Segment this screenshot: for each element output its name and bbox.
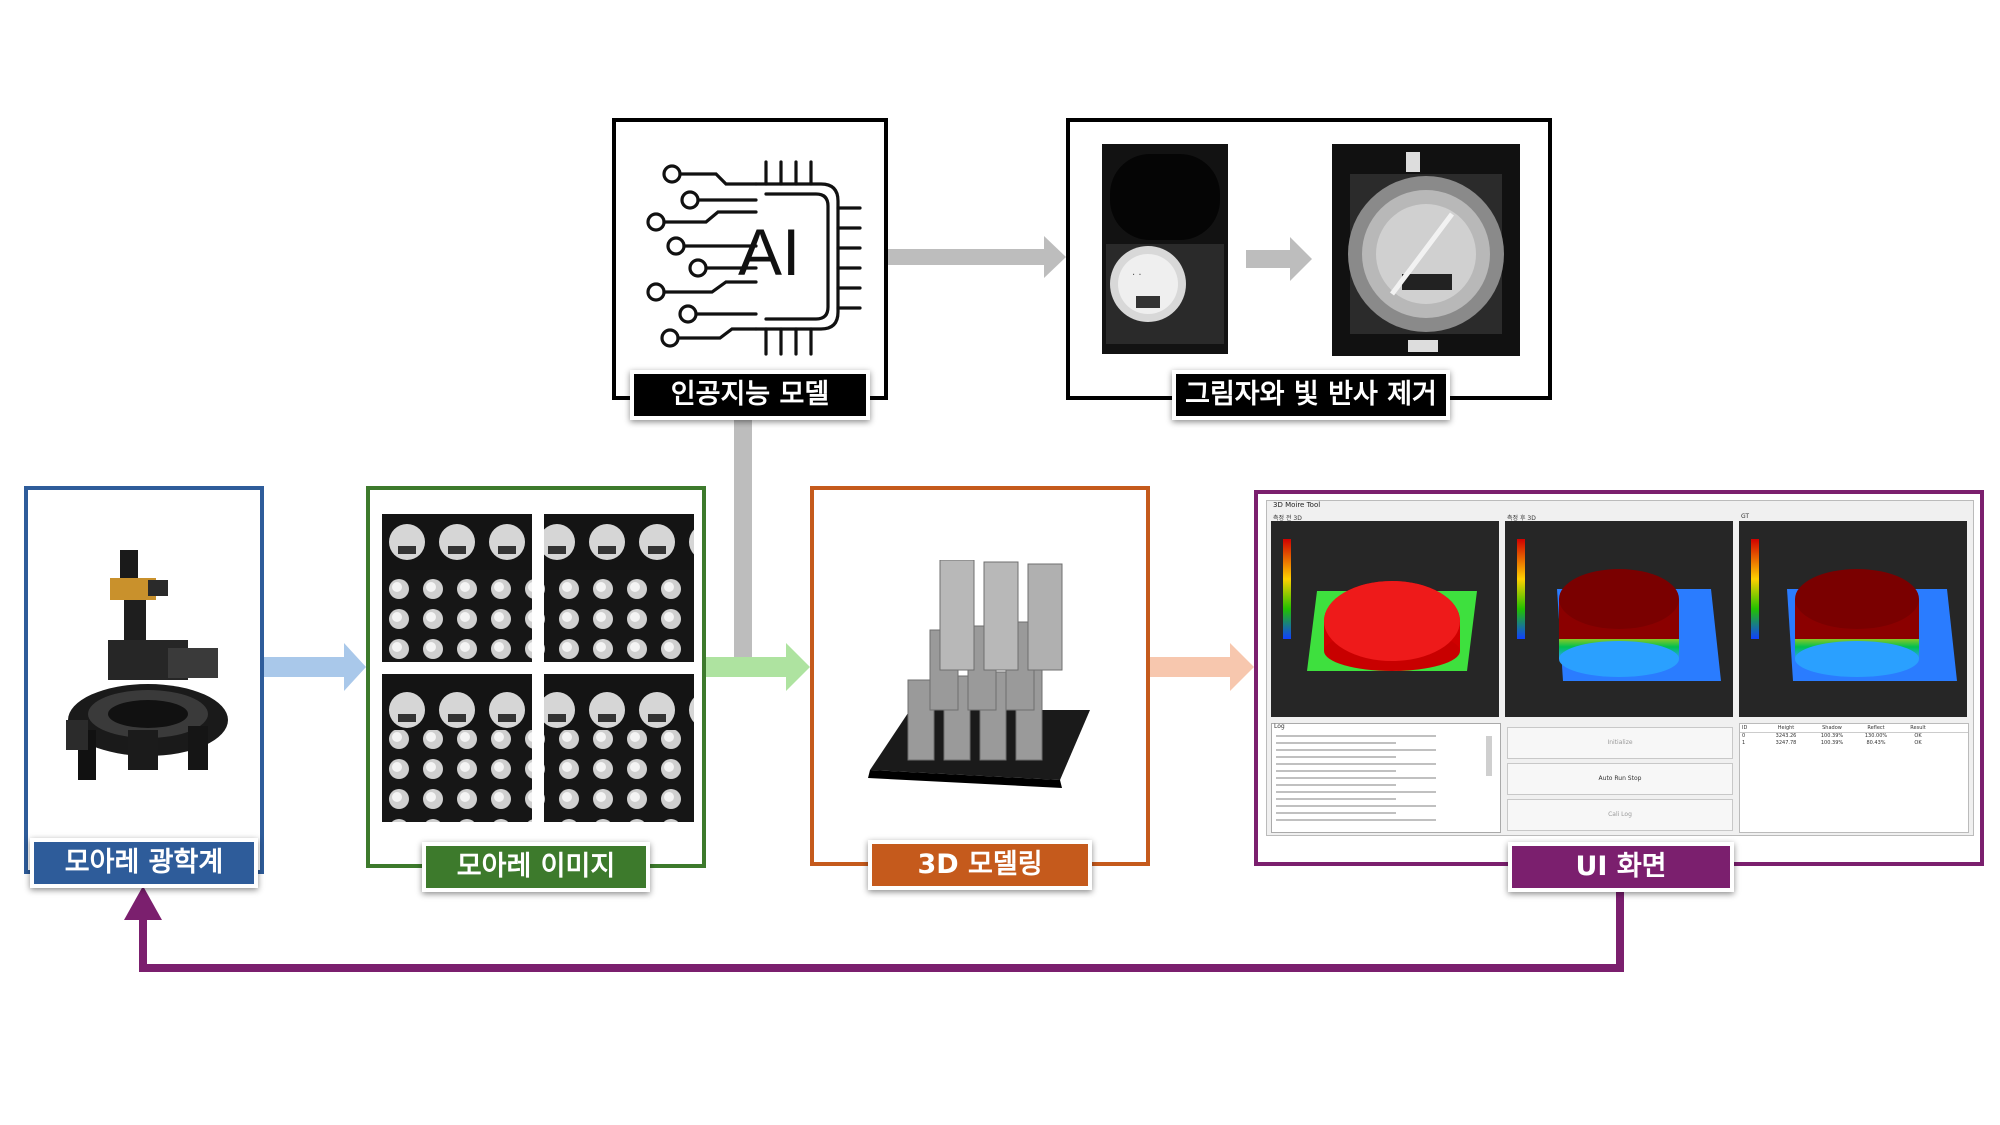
before-image: · · (1102, 144, 1228, 354)
ui-panel-before (1271, 521, 1499, 717)
arrow-optics-to-moire (264, 643, 366, 691)
table-header-id: ID (1742, 725, 1748, 731)
ui-screen-box: 3D Moire Tool 측정 전 3D 측정 후 3D GT (1254, 490, 1984, 866)
panel-title-2: 측정 후 3D (1507, 515, 1536, 522)
table-cell: 130.00% (1864, 733, 1888, 739)
table-header-height: Height (1777, 725, 1795, 731)
log-lines (1276, 735, 1492, 821)
feedback-loop-arrow (124, 886, 1624, 972)
ui-3d-panels (1271, 521, 1967, 717)
ai-chip-text: AI (738, 215, 801, 289)
moire-optics-box (24, 486, 264, 874)
arrow-moire-to-3d (706, 643, 810, 691)
moire-images-grid (382, 514, 694, 822)
table-cell: 1 (1742, 740, 1746, 746)
log-panel[interactable]: Log (1271, 723, 1501, 833)
before-after-arrow (1246, 237, 1312, 281)
moire-image-box (366, 486, 706, 868)
label-3d-modeling: 3D 모델링 (868, 840, 1092, 890)
table-cell: OK (1914, 740, 1922, 746)
label-moire-image: 모아레 이미지 (422, 842, 650, 892)
initialize-button[interactable]: Initialize (1507, 727, 1733, 759)
log-title: Log (1274, 723, 1285, 730)
moire-image-3 (382, 674, 532, 822)
robot-arm-icon (66, 550, 228, 780)
table-cell: 100.39% (1820, 740, 1844, 746)
table-header-row: ID Height Shadow Reflect Result (1740, 724, 1968, 733)
arrow-ai-to-shadow (888, 236, 1066, 278)
table-header-reflect: Reflect (1867, 725, 1885, 731)
label-ai-model: 인공지능 모델 (630, 370, 870, 420)
table-header-result: Result (1910, 725, 1926, 731)
auto-run-stop-button[interactable]: Auto Run Stop (1507, 763, 1733, 795)
after-image (1332, 144, 1520, 356)
table-cell: 100.39% (1820, 733, 1844, 739)
table-cell: OK (1914, 733, 1922, 739)
table-cell: 3243.26 (1775, 733, 1797, 739)
arrow-3d-to-ui (1150, 643, 1254, 691)
3d-model-render (868, 560, 1090, 788)
ui-window-title: 3D Moire Tool (1273, 501, 1321, 509)
ai-model-box: AI (612, 118, 888, 400)
ai-chip-icon (646, 160, 862, 356)
table-row[interactable]: 1 3247.78 100.39% 80.43% OK (1740, 740, 1968, 747)
panel-title-1: 측정 전 3D (1273, 515, 1302, 522)
svg-text:· ·: · · (1132, 270, 1142, 281)
label-moire-optics: 모아레 광학계 (30, 838, 258, 888)
table-cell: 3247.78 (1775, 740, 1797, 746)
modeling-3d-box (810, 486, 1150, 866)
cali-log-button[interactable]: Cali Log (1507, 799, 1733, 831)
table-cell: 0 (1742, 733, 1746, 739)
moire-image-1 (382, 514, 532, 662)
table-cell: 80.43% (1866, 740, 1886, 746)
label-shadow-removal: 그림자와 빛 반사 제거 (1172, 370, 1450, 420)
ui-panel-gt (1739, 521, 1967, 717)
ui-panel-after (1505, 521, 1733, 717)
moire-image-2 (544, 514, 694, 662)
label-ui-screen: UI 화면 (1508, 842, 1734, 892)
result-table: ID Height Shadow Reflect Result 0 3243.2… (1739, 723, 1969, 833)
moire-image-4 (544, 674, 694, 822)
panel-title-3: GT (1741, 513, 1750, 520)
ui-window: 3D Moire Tool 측정 전 3D 측정 후 3D GT (1266, 500, 1974, 836)
shadow-removal-box: · · (1066, 118, 1552, 400)
table-row[interactable]: 0 3243.26 100.39% 130.00% OK (1740, 733, 1968, 740)
ai-down-connector (734, 412, 752, 662)
table-header-shadow: Shadow (1822, 725, 1842, 731)
